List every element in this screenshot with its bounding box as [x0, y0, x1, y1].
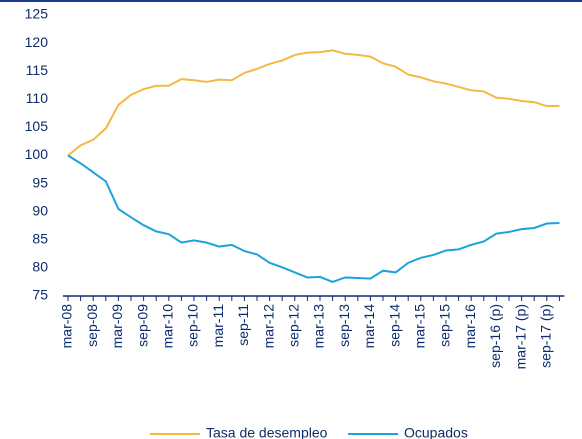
y-tick-label: 75 [32, 287, 48, 303]
legend-label: Ocupados [404, 425, 468, 439]
x-tick-label: sep-12 [286, 304, 302, 347]
x-tick-label: mar-08 [59, 304, 75, 349]
y-tick-label: 95 [32, 174, 48, 190]
x-tick-label: mar-12 [260, 304, 276, 349]
x-tick-label: mar-17 (p) [512, 304, 528, 369]
y-tick-label: 105 [25, 118, 49, 134]
y-tick-label: 110 [26, 90, 49, 106]
series-line [67, 49, 560, 157]
y-tick-label: 115 [26, 62, 49, 78]
x-tick-label: mar-11 [210, 304, 226, 348]
x-tick-label: sep-13 [336, 304, 352, 347]
y-tick-label: 120 [25, 34, 49, 50]
y-tick-label: 125 [25, 6, 49, 22]
x-tick-label: mar-14 [361, 304, 377, 349]
x-tick-label: sep-11 [235, 304, 251, 346]
y-tick-label: 100 [25, 146, 49, 162]
x-tick-label: sep-17 (p) [538, 304, 554, 368]
y-tick-label: 80 [32, 259, 48, 275]
x-tick-label: sep-09 [134, 304, 150, 347]
x-tick-label: sep-14 [386, 304, 402, 347]
x-tick-label: sep-15 [437, 304, 453, 347]
x-tick-label: mar-16 [462, 304, 478, 349]
x-tick-label: mar-10 [160, 304, 176, 349]
x-tick-label: mar-09 [109, 304, 125, 349]
y-tick-label: 85 [32, 231, 48, 247]
x-tick-label: mar-15 [412, 304, 428, 349]
x-tick-label: sep-10 [185, 304, 201, 347]
x-tick-label: sep-08 [84, 304, 100, 347]
x-tick-label: mar-13 [311, 304, 327, 349]
legend-label: Tasa de desempleo [206, 425, 328, 439]
y-tick-label: 90 [32, 202, 48, 218]
x-tick-label: sep-16 (p) [487, 304, 503, 368]
series-line [67, 154, 560, 284]
